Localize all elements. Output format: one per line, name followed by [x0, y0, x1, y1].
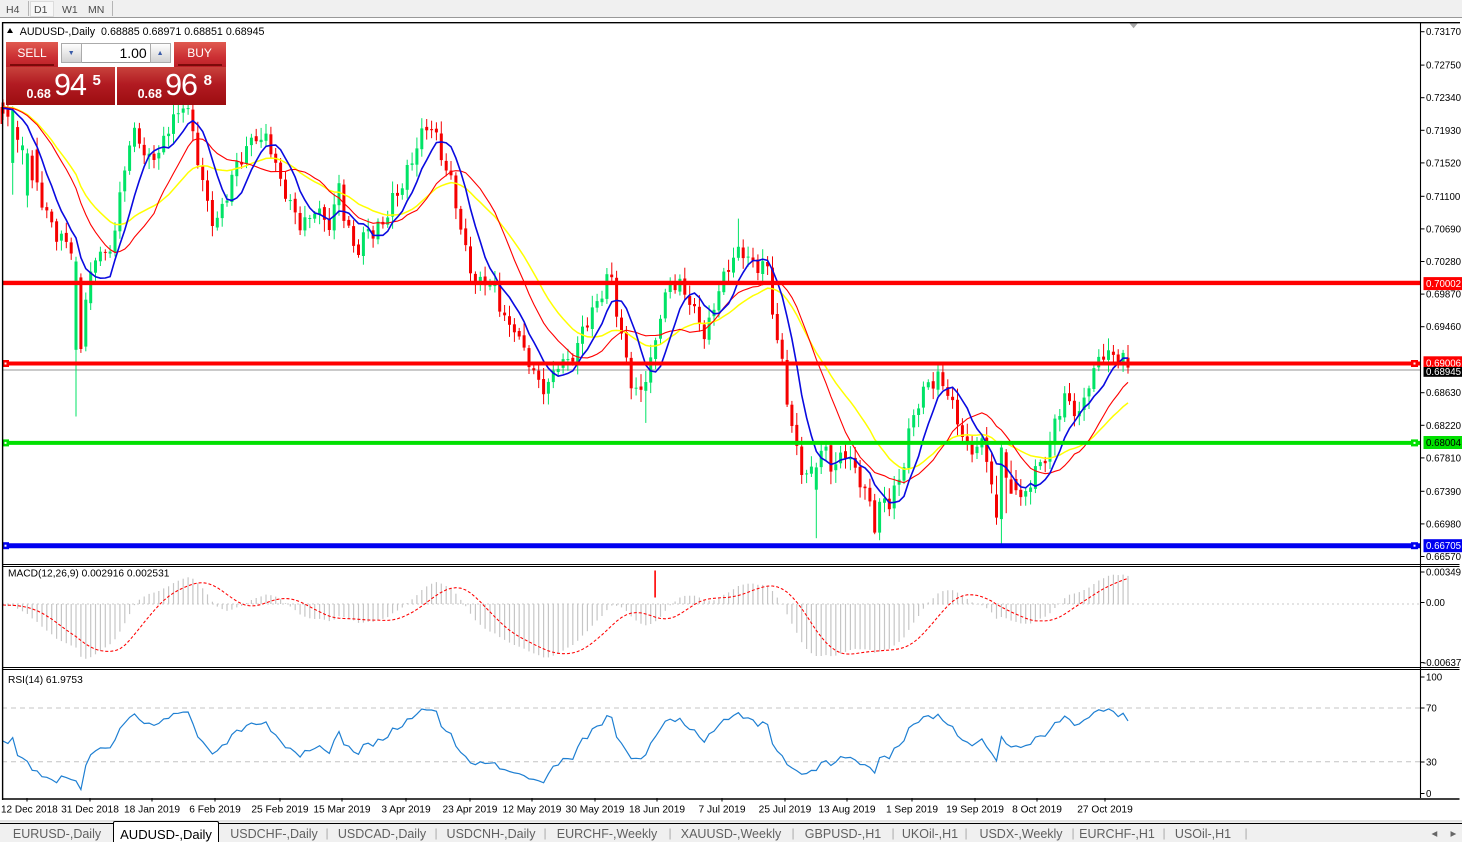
svg-text:70: 70 — [1426, 704, 1437, 715]
svg-text:25 Feb 2019: 25 Feb 2019 — [251, 805, 309, 816]
svg-text:0.71930: 0.71930 — [1426, 126, 1462, 137]
svg-text:100: 100 — [1426, 673, 1443, 684]
svg-text:1 Sep 2019: 1 Sep 2019 — [886, 805, 938, 816]
svg-text:0.00349: 0.00349 — [1426, 568, 1461, 579]
svg-text:0.67390: 0.67390 — [1426, 487, 1462, 498]
svg-text:19 Sep 2019: 19 Sep 2019 — [946, 805, 1004, 816]
svg-text:0.00: 0.00 — [1426, 598, 1445, 609]
svg-text:0.69006: 0.69006 — [1426, 358, 1461, 369]
svg-text:0.68220: 0.68220 — [1426, 421, 1462, 432]
svg-text:0.68004: 0.68004 — [1426, 438, 1462, 449]
svg-text:0.70690: 0.70690 — [1426, 224, 1462, 235]
svg-text:6 Feb 2019: 6 Feb 2019 — [189, 805, 241, 816]
svg-text:18 Jan 2019: 18 Jan 2019 — [124, 805, 180, 816]
svg-text:-0.00637: -0.00637 — [1423, 658, 1461, 669]
svg-text:0.67810: 0.67810 — [1426, 453, 1462, 464]
svg-text:0.68945: 0.68945 — [1426, 367, 1461, 378]
svg-text:7 Jul 2019: 7 Jul 2019 — [698, 805, 745, 816]
svg-text:30: 30 — [1426, 758, 1437, 769]
svg-text:0: 0 — [1426, 789, 1432, 800]
svg-text:23 Apr 2019: 23 Apr 2019 — [443, 805, 498, 816]
svg-text:0.71520: 0.71520 — [1426, 158, 1462, 169]
svg-text:0.72750: 0.72750 — [1426, 61, 1462, 72]
svg-text:15 Mar 2019: 15 Mar 2019 — [313, 805, 371, 816]
svg-text:0.70280: 0.70280 — [1426, 257, 1462, 268]
svg-text:0.70002: 0.70002 — [1426, 279, 1461, 290]
svg-text:18 Jun 2019: 18 Jun 2019 — [629, 805, 685, 816]
svg-text:0.66570: 0.66570 — [1426, 552, 1462, 563]
svg-text:30 May 2019: 30 May 2019 — [566, 805, 625, 816]
svg-text:31 Dec 2018: 31 Dec 2018 — [61, 805, 119, 816]
svg-text:8 Oct 2019: 8 Oct 2019 — [1012, 805, 1062, 816]
svg-text:0.69870: 0.69870 — [1426, 290, 1462, 301]
svg-text:12 Dec 2018: 12 Dec 2018 — [1, 805, 58, 816]
svg-text:12 May 2019: 12 May 2019 — [503, 805, 562, 816]
svg-text:MACD(12,26,9) 0.002916 0.00253: MACD(12,26,9) 0.002916 0.002531 — [8, 569, 170, 580]
svg-text:0.66980: 0.66980 — [1426, 519, 1462, 530]
svg-text:0.69460: 0.69460 — [1426, 322, 1462, 333]
svg-text:3 Apr 2019: 3 Apr 2019 — [381, 805, 431, 816]
svg-text:25 Jul 2019: 25 Jul 2019 — [759, 805, 812, 816]
svg-text:13 Aug 2019: 13 Aug 2019 — [818, 805, 876, 816]
svg-text:0.66705: 0.66705 — [1426, 541, 1461, 552]
svg-text:27 Oct 2019: 27 Oct 2019 — [1077, 805, 1133, 816]
svg-text:0.72340: 0.72340 — [1426, 93, 1462, 104]
svg-text:RSI(14) 61.9753: RSI(14) 61.9753 — [8, 675, 83, 686]
svg-text:0.73170: 0.73170 — [1426, 27, 1462, 38]
svg-text:0.71100: 0.71100 — [1426, 192, 1461, 203]
svg-text:0.68630: 0.68630 — [1426, 388, 1462, 399]
